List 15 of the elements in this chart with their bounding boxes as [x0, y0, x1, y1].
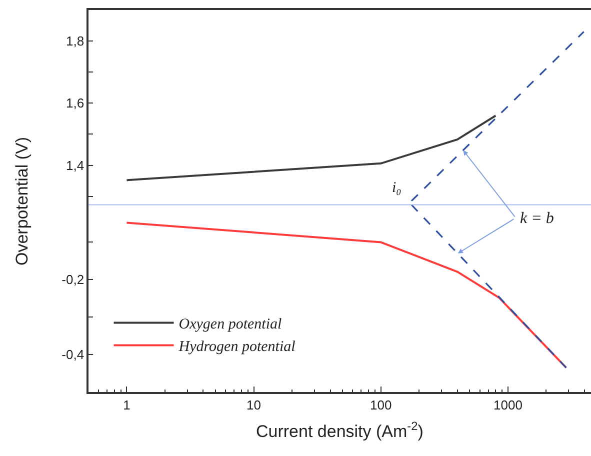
y-tick-label: 1,4: [66, 158, 84, 173]
x-axis-title: Current density (Am$^{-2}$): [256, 419, 424, 442]
x-tick-label: 1000: [494, 397, 522, 412]
annotation: i₀: [392, 180, 402, 196]
y-tick-label: 1,6: [66, 96, 84, 111]
y-tick-label: -0,4: [62, 347, 84, 362]
legend-label: Hydrogen potential: [178, 339, 296, 356]
y-tick-label: -0,2: [62, 272, 84, 288]
annotation: k = b: [520, 210, 554, 227]
legend-label: Oxygen potential: [178, 316, 282, 333]
x-tick-label: 10: [246, 397, 262, 412]
y-axis-title: Overpotential (V): [12, 137, 32, 266]
x-tick-label: 1: [123, 397, 130, 412]
x-tick-label: 100: [370, 397, 392, 412]
y-tick-label: 1,8: [66, 34, 84, 49]
